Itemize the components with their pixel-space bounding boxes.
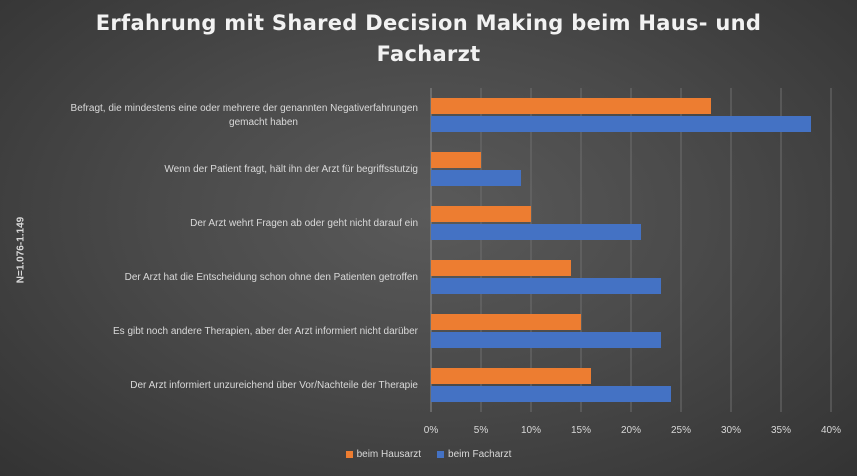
x-tick-label: 30% [721, 425, 741, 436]
bar-facharzt [431, 332, 661, 348]
bar-facharzt [431, 224, 641, 240]
category-label: Der Arzt informiert unzureichend über Vo… [130, 380, 418, 391]
bar-facharzt [431, 170, 521, 186]
x-tick-label: 15% [571, 425, 591, 436]
x-tick-label: 25% [671, 425, 691, 436]
legend-swatch-facharzt [437, 451, 445, 458]
category-label: Wenn der Patient fragt, hält ihn der Arz… [164, 164, 418, 175]
x-tick-label: 40% [821, 425, 841, 436]
legend-label-facharzt: beim Facharzt [448, 449, 512, 460]
bar-facharzt [431, 386, 671, 402]
bar-hausarzt [431, 368, 591, 384]
category-label: Der Arzt hat die Entscheidung schon ohne… [125, 272, 418, 283]
category-label: Der Arzt wehrt Fragen ab oder geht nicht… [190, 218, 418, 229]
bar-hausarzt [431, 152, 481, 168]
chart-title: Erfahrung mit Shared Decision Making bei… [0, 8, 857, 70]
x-tick-label: 0% [424, 425, 439, 436]
x-tick-label: 10% [521, 425, 541, 436]
category-label: Es gibt noch andere Therapien, aber der … [113, 326, 419, 337]
chart-title-line: Erfahrung mit Shared Decision Making bei… [95, 11, 762, 66]
bar-facharzt [431, 278, 661, 294]
bar-hausarzt [431, 206, 531, 222]
x-tick-label: 20% [621, 425, 641, 436]
legend-item-hausarzt: beim Hausarzt [345, 449, 422, 460]
legend-label-hausarzt: beim Hausarzt [356, 449, 422, 460]
bar-facharzt [431, 116, 811, 132]
x-tick-label: 35% [771, 425, 791, 436]
legend-swatch-hausarzt [345, 451, 353, 458]
category-label: Befragt, die mindestens eine oder mehrer… [71, 103, 418, 128]
bar-hausarzt [431, 260, 571, 276]
legend: beim Hausarzt beim Facharzt [0, 449, 857, 460]
bar-hausarzt [431, 98, 711, 114]
bar-hausarzt [431, 314, 581, 330]
legend-item-facharzt: beim Facharzt [437, 449, 511, 460]
x-tick-label: 5% [474, 425, 489, 436]
